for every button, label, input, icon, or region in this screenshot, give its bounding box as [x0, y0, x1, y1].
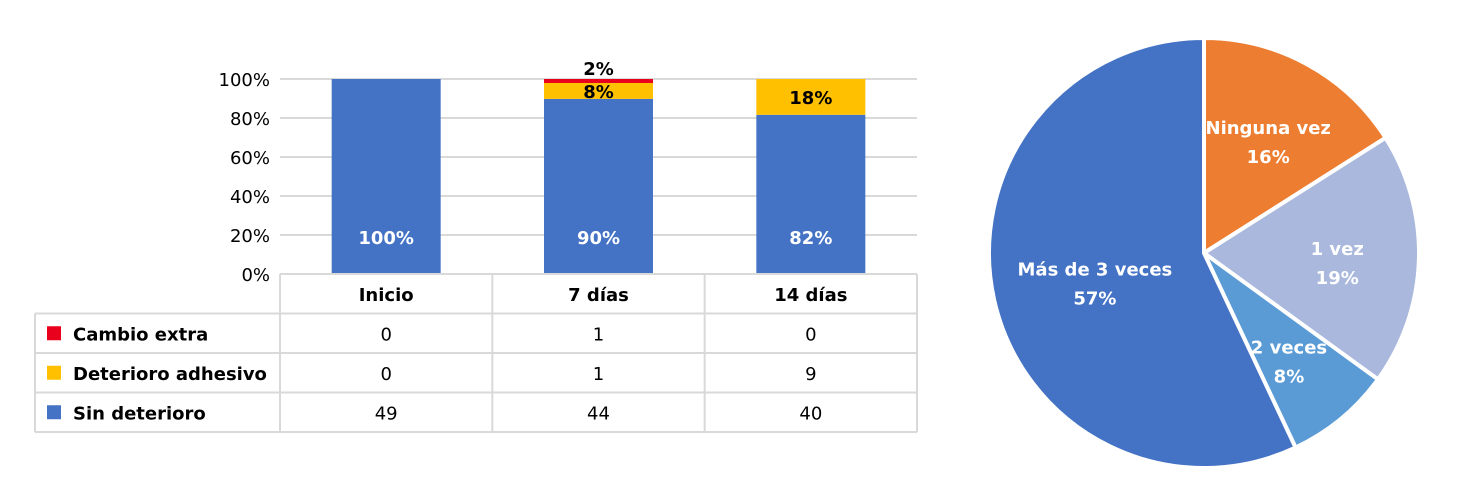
bar-segment — [756, 79, 866, 115]
bar-segment — [544, 82, 653, 99]
pie-slice — [1202, 251, 1380, 450]
table-cell: 0 — [380, 324, 391, 345]
table-cell: 1 — [593, 324, 604, 345]
slice-percent: 8% — [1274, 367, 1305, 388]
category-label: 7 días — [568, 285, 629, 306]
y-tick-label: 40% — [230, 187, 270, 208]
data-table: Inicio 7 días 14 días Cambio extra 0 1 0 Deteri… — [34, 273, 918, 433]
table-cell: 44 — [587, 403, 610, 424]
bar-segment — [331, 79, 441, 274]
table-cell: 9 — [805, 364, 816, 385]
legend-swatch — [47, 326, 61, 341]
series-name: Deterioro adhesivo — [73, 364, 267, 385]
series-name: Cambio extra — [73, 324, 208, 345]
legend-swatch — [47, 365, 61, 380]
data-label: 2% — [583, 59, 614, 80]
data-label: 18% — [789, 88, 832, 109]
category-label: Inicio — [359, 285, 414, 306]
slice-label: 1 vez — [1311, 239, 1364, 260]
data-label: 82% — [789, 228, 832, 249]
data-label: 100% — [358, 228, 414, 249]
table-cell: 0 — [380, 364, 391, 385]
bar-segment — [544, 98, 653, 275]
data-label: 90% — [577, 228, 620, 249]
series-name: Sin deterioro — [73, 403, 206, 424]
table-cell: 40 — [799, 403, 822, 424]
pie-slice — [1202, 36, 1388, 255]
slice-label: 2 veces — [1251, 338, 1327, 359]
table-cell: 0 — [805, 324, 816, 345]
y-tick-label: 100% — [219, 70, 270, 91]
category-label: 14 días — [774, 285, 847, 306]
table-cell: 49 — [375, 403, 398, 424]
y-tick-label: 80% — [230, 109, 270, 130]
bar-segment — [756, 114, 866, 274]
y-tick-label: 0% — [241, 265, 270, 286]
pie-slice — [1202, 135, 1421, 382]
slice-percent: 19% — [1316, 268, 1359, 289]
slice-percent: 16% — [1247, 147, 1290, 168]
data-label: 8% — [583, 82, 614, 103]
pie-slice — [987, 36, 1298, 470]
bar-segment — [544, 79, 653, 83]
slice-percent: 57% — [1073, 288, 1116, 309]
slice-label: Más de 3 veces — [1018, 259, 1173, 280]
slice-label: Ninguna vez — [1206, 118, 1331, 139]
table-cell: 1 — [593, 364, 604, 385]
stacked-bar-chart: 0% 20% 40% 60% 80% 100% 100% 90% 8%2% 82% 18% — [219, 59, 917, 286]
y-tick-label: 60% — [230, 148, 270, 169]
legend-swatch — [47, 405, 61, 420]
pie-chart: Ninguna vez 16% 1 vez 19% 2 veces 8% Más de 3 … — [987, 36, 1421, 470]
y-tick-label: 20% — [230, 226, 270, 247]
